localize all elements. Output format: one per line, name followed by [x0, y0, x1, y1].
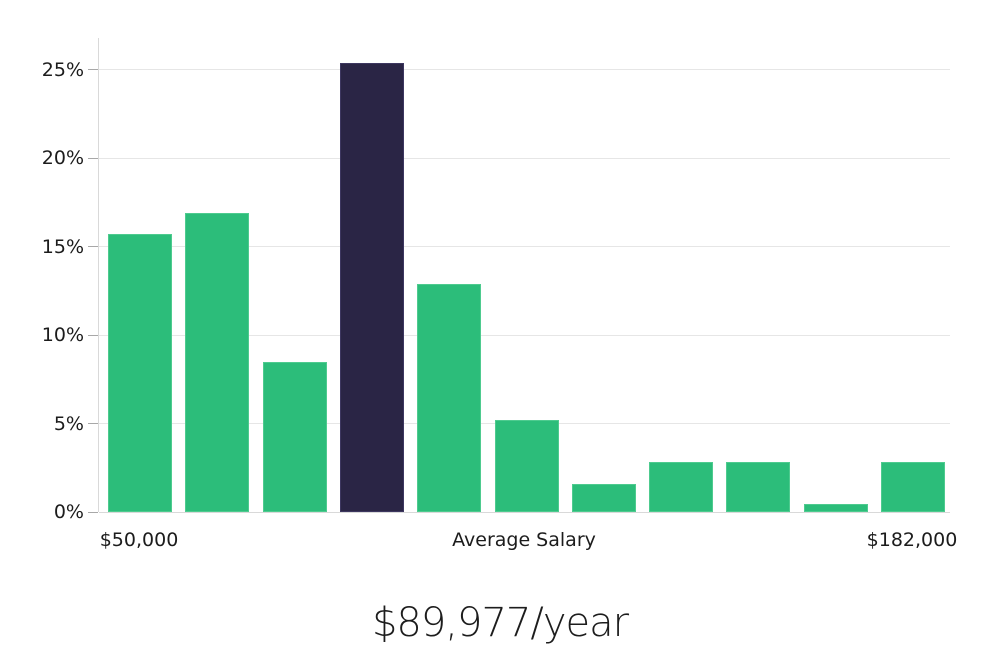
gridline: [99, 157, 950, 159]
y-tick-mark: [88, 334, 98, 336]
x-axis-label-min-salary: $50,000: [99, 529, 179, 551]
bar: [649, 461, 714, 512]
y-tick-mark: [88, 511, 98, 513]
y-tick-label: 15%: [41, 235, 84, 258]
y-tick-mark: [88, 69, 98, 71]
x-axis-label-max-salary: $182,000: [866, 529, 958, 551]
gridline: [99, 334, 950, 336]
y-tick-mark: [88, 157, 98, 159]
y-tick-label: 20%: [41, 147, 84, 170]
bar: [803, 504, 868, 512]
plot-area: [98, 38, 950, 513]
x-axis-baseline: [99, 511, 950, 513]
gridline: [99, 69, 950, 71]
gridline: [99, 246, 950, 248]
bar: [571, 483, 636, 512]
y-tick-label: 10%: [41, 324, 84, 347]
y-tick-label: 5%: [53, 412, 84, 435]
bar: [726, 461, 791, 512]
y-tick-label: 0%: [53, 501, 84, 523]
y-tick-mark: [88, 246, 98, 248]
y-tick-label: 25%: [41, 58, 84, 81]
x-axis-label-average-salary: Average Salary: [452, 529, 596, 551]
bar: [881, 461, 945, 512]
bar: [108, 234, 172, 512]
bar-average-salary-highlighted: [339, 62, 404, 512]
y-tick-mark: [88, 423, 98, 425]
y-axis: 0% 5% 10% 15% 20% 25%: [0, 38, 98, 523]
chart-title: $89,977/year: [371, 600, 629, 646]
bar: [494, 420, 559, 512]
bar: [417, 283, 482, 512]
x-axis: $50,000 Average Salary $182,000: [0, 527, 1000, 555]
bar: [185, 213, 250, 512]
bar: [262, 361, 327, 512]
